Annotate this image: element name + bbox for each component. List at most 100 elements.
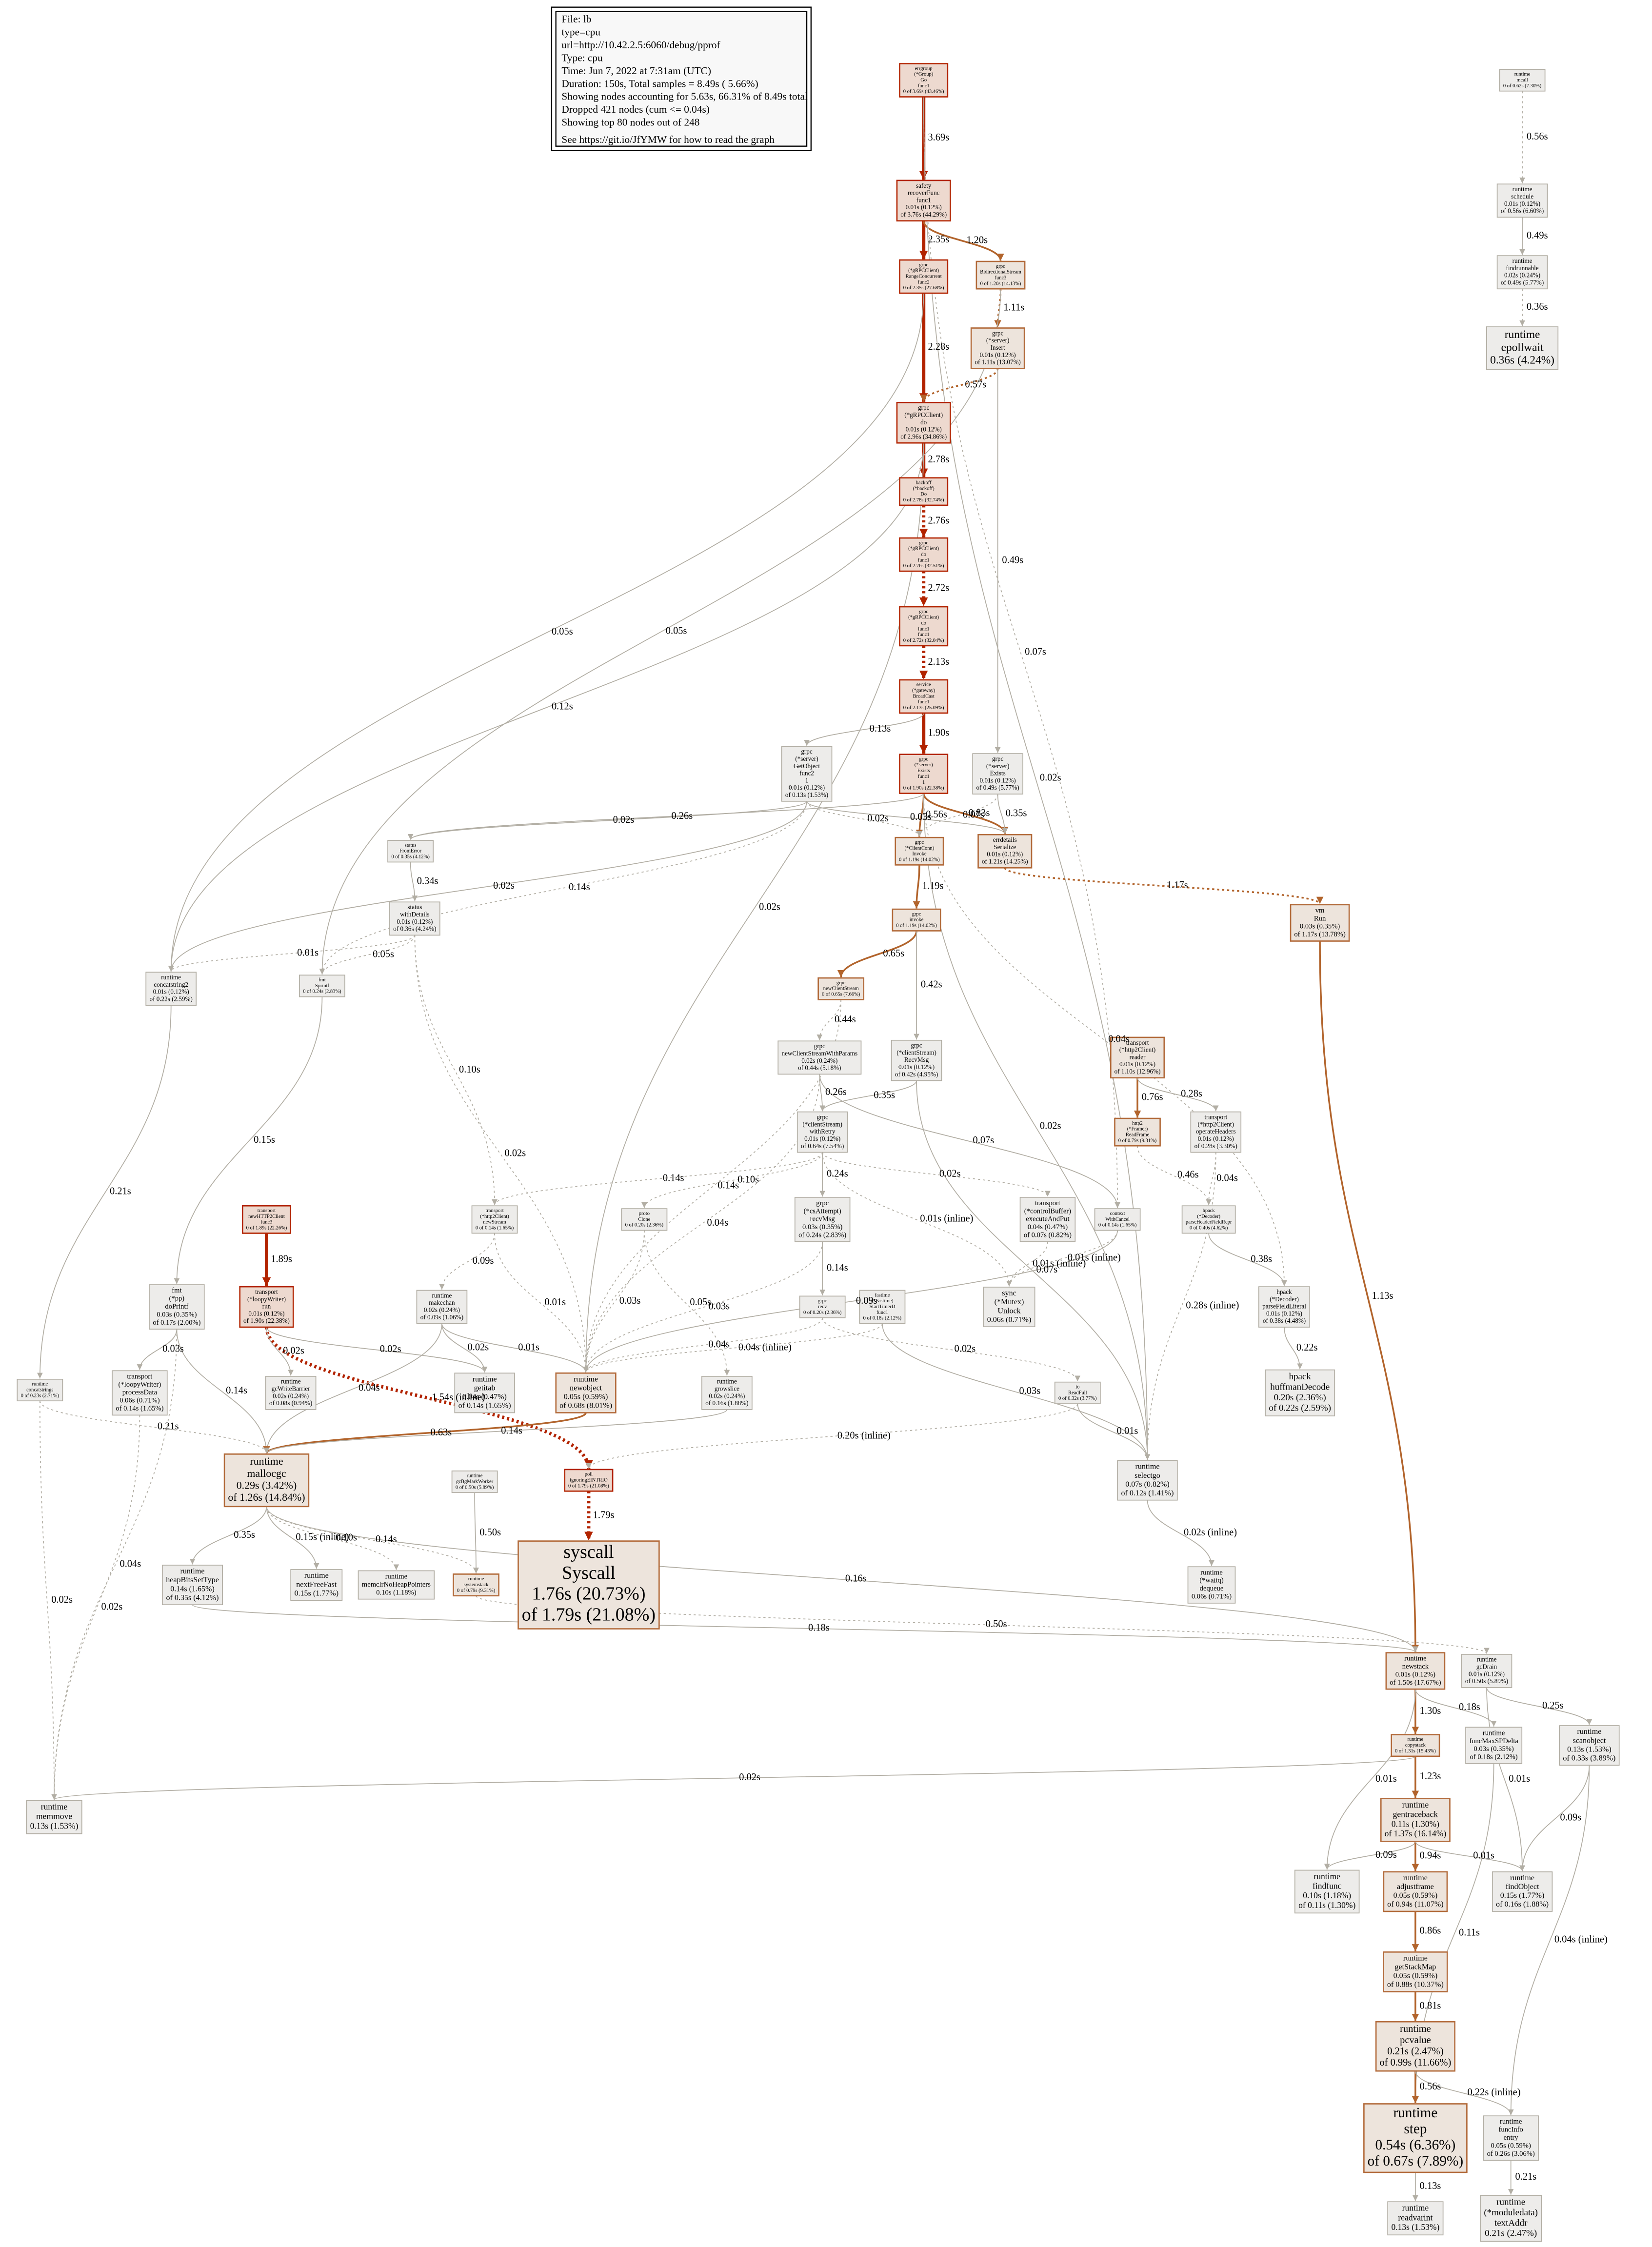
edge-label: 0.56s xyxy=(1420,2081,1441,2092)
node-label: readvarint xyxy=(1398,2212,1433,2222)
node-label: of 0.49s (5.77%) xyxy=(1501,278,1544,286)
node-label: 0.01s (0.12%) xyxy=(1266,1310,1302,1317)
edge-label: 0.01s xyxy=(518,1342,539,1352)
node-label: (*server) xyxy=(795,755,818,762)
edge-label: 0.11s xyxy=(1459,1928,1480,1938)
node-label: 0.06s (0.71%) xyxy=(119,1397,159,1405)
node-label: of 0.13s (1.53%) xyxy=(785,791,828,798)
legend-frame xyxy=(551,6,812,151)
node-label: (*http2Client) xyxy=(1198,1120,1234,1128)
node-label: of 0.88s (10.37%) xyxy=(1387,1981,1444,1989)
edge-label: 0.02s xyxy=(1040,1120,1061,1131)
edge xyxy=(641,1152,823,1208)
node-box xyxy=(389,901,440,936)
node-label: 0 of 2.76s (32.51%) xyxy=(903,563,944,569)
node-label: 0.13s (1.53%) xyxy=(1567,1745,1612,1753)
node-label: of 0.26s (3.06%) xyxy=(1487,2150,1535,2158)
node-box xyxy=(794,1196,851,1242)
node-box xyxy=(265,1375,317,1410)
node-label: grpc xyxy=(818,1298,827,1304)
node-label: Exists xyxy=(917,768,930,774)
node-label: 0 of 1.20s (14.13%) xyxy=(980,281,1021,286)
node-box xyxy=(1290,904,1350,942)
edge-label: 0.04s xyxy=(708,1339,730,1350)
node-label: 0.01s (0.12%) xyxy=(789,784,825,791)
node-box xyxy=(796,1111,848,1153)
edge xyxy=(1319,941,1419,1652)
node-label: 0.06s (0.71%) xyxy=(1192,1593,1232,1601)
node-box xyxy=(1181,1205,1236,1234)
node-label: of 0.38s (4.48%) xyxy=(1263,1317,1306,1324)
node-label: runtime xyxy=(717,1378,737,1385)
edge-label: 0.02s xyxy=(613,815,635,825)
legend-line: Type: cpu xyxy=(561,52,603,63)
edge-label: 0.38s xyxy=(1251,1253,1272,1264)
node-label: 0.01s (0.12%) xyxy=(1198,1135,1234,1142)
node-label: func3 xyxy=(261,1220,273,1225)
node-box xyxy=(358,1570,435,1600)
node-label: of 0.99s (11.66%) xyxy=(1379,2057,1451,2068)
node-label: grpc xyxy=(915,840,924,845)
node-box xyxy=(239,1286,294,1328)
node-label: (*Mutex) xyxy=(995,1298,1024,1306)
edge xyxy=(266,1327,488,1373)
node-label: gentraceback xyxy=(1393,1810,1438,1819)
edge xyxy=(822,1317,1081,1382)
node-label: invoke xyxy=(910,917,924,923)
edge-label: 0.57s xyxy=(965,379,986,390)
node-label: func1 xyxy=(918,557,930,563)
node-label: 0.10s (1.18%) xyxy=(376,1589,416,1596)
node-label: grpc xyxy=(816,1199,829,1207)
edge-label: 0.10s xyxy=(459,1064,480,1075)
node-label: newClientStreamWithParams xyxy=(782,1050,858,1057)
node-label: WithCancel xyxy=(1105,1217,1130,1222)
node-label: 0 of 0.20s (2.36%) xyxy=(625,1223,664,1228)
edge-label: 0.01s xyxy=(1375,1773,1397,1784)
node-label: withDetails xyxy=(400,911,430,918)
node-box xyxy=(859,1290,906,1324)
node-label: func1 xyxy=(918,699,930,705)
edge-label: 2.76s xyxy=(928,515,949,526)
edge xyxy=(837,931,917,977)
node-label: 0 of 0.62s (7.30%) xyxy=(1503,83,1542,89)
edge xyxy=(189,1506,267,1565)
edge xyxy=(997,794,1008,834)
node-label: 0.03s (0.35%) xyxy=(157,1311,197,1318)
node-box xyxy=(1496,255,1548,290)
node-label: 0.01s (0.12%) xyxy=(980,776,1016,784)
edge-label: 0.04s xyxy=(119,1558,141,1569)
node-box xyxy=(899,477,949,506)
edge xyxy=(822,1152,1012,1287)
node-label: runtime xyxy=(41,1802,68,1811)
node-label: grpc xyxy=(918,404,929,411)
node-label: func1 xyxy=(916,196,931,203)
node-box xyxy=(781,746,833,802)
edge-label: 0.02s xyxy=(505,1148,526,1158)
edge xyxy=(804,713,924,746)
edge-label: 0.02s (inline) xyxy=(1184,1527,1237,1538)
node-label: Serialize xyxy=(994,843,1016,851)
legend-line: type=cpu xyxy=(561,26,600,38)
node-box xyxy=(1492,1871,1553,1912)
node-label: io xyxy=(1075,1384,1079,1390)
edge-label: 0.35s xyxy=(1006,808,1027,819)
edge-label: 0.20s (inline) xyxy=(837,1430,891,1441)
node-box xyxy=(453,1573,499,1597)
node-label: 0.05s (0.59%) xyxy=(564,1393,608,1401)
edge-label: 0.25s xyxy=(1542,1700,1564,1711)
node-label: 0.29s (3.42%) xyxy=(237,1479,297,1491)
node-label: transport xyxy=(485,1208,503,1213)
